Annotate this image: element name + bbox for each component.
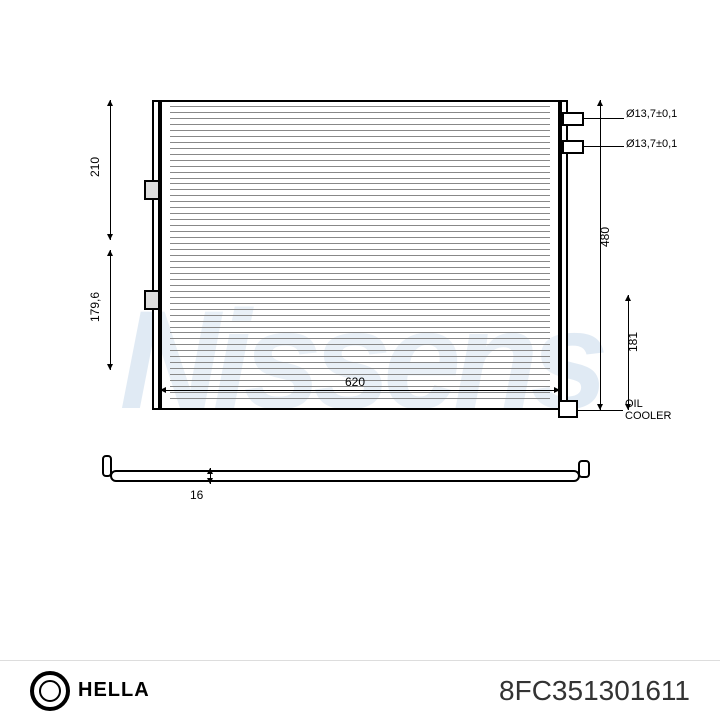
dim-bottom-pipe-label: 16: [190, 488, 203, 502]
part-number: 8FC351301611: [499, 675, 690, 707]
dim-width: [160, 390, 560, 391]
dim-left-lower: [110, 250, 111, 370]
technical-diagram: 620 480 181 210 179,6 16 Ø13,7±0,1 Ø13,7…: [40, 60, 680, 600]
brand-logo: HELLA: [30, 671, 150, 711]
radiator-fins: [170, 106, 550, 404]
brand-name: HELLA: [78, 679, 150, 702]
mount-bracket: [144, 180, 160, 200]
bottom-pipe-elbow: [102, 455, 112, 477]
leader-oil-cooler: [578, 410, 623, 411]
dim-left-upper: [110, 100, 111, 240]
mount-bracket: [144, 290, 160, 310]
bottom-pipe: [110, 470, 580, 482]
callout-port-bottom: Ø13,7±0,1: [626, 138, 677, 150]
dim-left-lower-label: 179,6: [88, 292, 102, 322]
callout-oil-cooler: OIL COOLER: [625, 398, 675, 422]
left-manifold: [152, 100, 160, 410]
brand-logo-icon: [30, 671, 70, 711]
bottom-pipe-end: [578, 460, 590, 478]
dim-right-offset: [628, 295, 629, 410]
dim-width-label: 620: [345, 375, 365, 389]
dim-left-upper-label: 210: [88, 157, 102, 177]
footer-bar: HELLA 8FC351301611: [0, 660, 720, 720]
dim-bottom-pipe: [210, 468, 211, 484]
container: { "watermark": { "text": "Nissens", "col…: [0, 0, 720, 720]
leader-port-bottom: [584, 146, 624, 147]
dim-height-label: 480: [598, 227, 612, 247]
outlet-port: [562, 140, 584, 154]
inlet-port: [562, 112, 584, 126]
leader-port-top: [584, 118, 624, 119]
callout-port-top: Ø13,7±0,1: [626, 108, 677, 120]
dim-right-offset-label: 181: [626, 332, 640, 352]
radiator-core: [160, 100, 560, 410]
oil-cooler-port: [558, 400, 578, 418]
